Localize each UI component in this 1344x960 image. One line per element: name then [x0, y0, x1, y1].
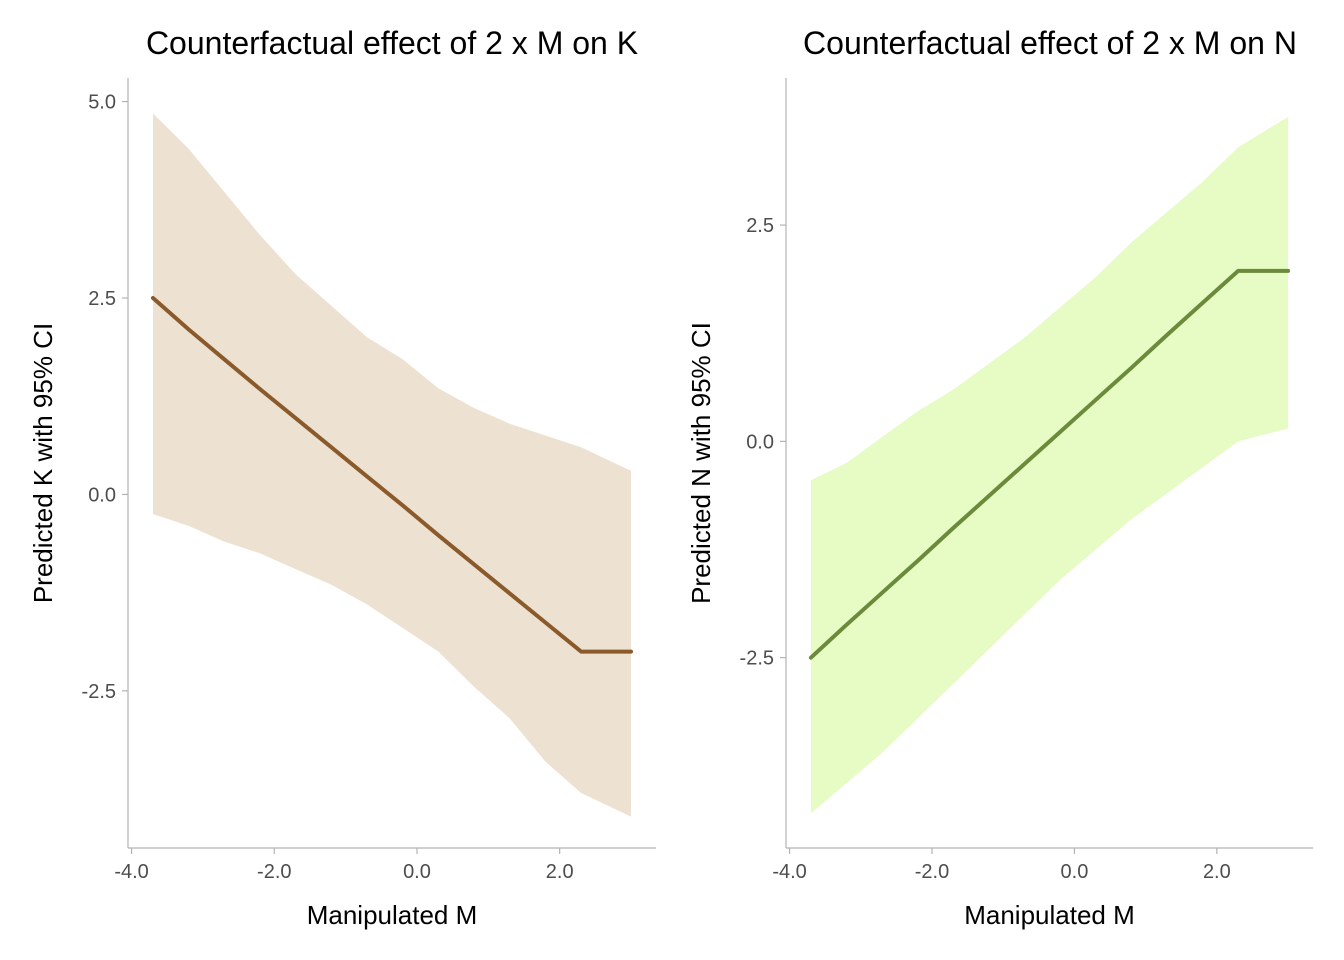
y-tick-label: 5.0	[88, 92, 116, 114]
x-tick-label: -4.0	[772, 861, 806, 883]
y-axis-title: Predicted K with 95% CI	[28, 323, 58, 603]
x-tick-label: -2.0	[915, 861, 949, 883]
y-tick-label: 2.5	[88, 288, 116, 310]
x-tick-label: 2.0	[1203, 861, 1231, 883]
confidence-band	[153, 113, 631, 817]
x-tick-label: 2.0	[546, 861, 574, 883]
x-tick-label: -2.0	[257, 861, 291, 883]
y-tick-label: -2.5	[82, 681, 116, 703]
x-tick-label: 0.0	[1061, 861, 1089, 883]
y-axis-title: Predicted N with 95% CI	[686, 322, 716, 604]
x-tick-label: -4.0	[114, 861, 148, 883]
mean-line	[151, 296, 633, 654]
y-tick-label: 0.0	[746, 431, 774, 453]
y-tick-label: -2.5	[740, 648, 774, 670]
y-tick-label: 2.5	[746, 215, 774, 237]
chart-title: Counterfactual effect of 2 x M on N	[803, 25, 1297, 61]
x-axis-title: Manipulated M	[964, 900, 1135, 930]
x-axis-title: Manipulated M	[307, 900, 478, 930]
chart-title: Counterfactual effect of 2 x M on K	[146, 25, 638, 61]
chart-panel-k: -4.0 -2.0 0.0 2.0 -2.5 0.0 2.5 5.0 Counterfactua…	[28, 25, 656, 930]
mean-line	[808, 268, 1291, 660]
chart-panel-n: -4.0 -2.0 0.0 2.0 -2.5 0.0 2.5 Counterfactual e…	[686, 25, 1313, 930]
confidence-band	[810, 116, 1289, 814]
y-tick-label: 0.0	[88, 484, 116, 506]
x-tick-label: 0.0	[403, 861, 431, 883]
